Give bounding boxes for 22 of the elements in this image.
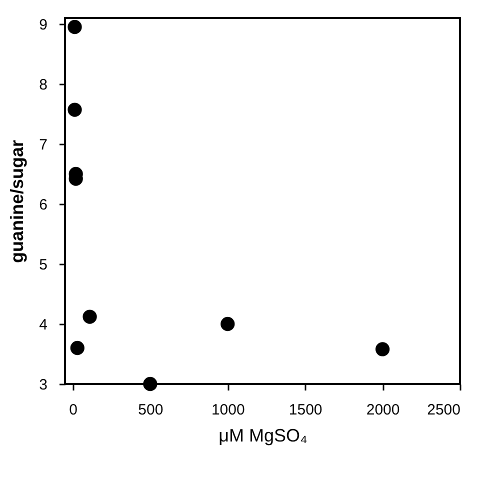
point (220, 316, 235, 332)
point (70, 340, 84, 356)
y-tick-label: 9 (39, 16, 48, 34)
point (82, 310, 97, 324)
y-tick-label: 5 (39, 256, 48, 274)
point (68, 102, 82, 117)
point (143, 376, 158, 392)
x-tick-label: 1000 (211, 402, 245, 418)
x-tick-label: 0 (69, 402, 78, 418)
x-tick-label: 500 (138, 402, 164, 418)
point (375, 342, 390, 356)
y-axis-title: guanine/sugar (7, 140, 28, 264)
y-tick-label: 8 (39, 76, 48, 94)
y-tick-label: 6 (39, 196, 48, 214)
y-tick-label: 3 (39, 376, 48, 394)
x-tick-label: 2500 (427, 402, 460, 418)
y-tick-label: 4 (39, 316, 48, 334)
x-tick-label: 1500 (288, 402, 322, 418)
x-axis-title: μM MgSO₄ (218, 426, 308, 446)
y-tick-label: 7 (39, 136, 48, 154)
point (68, 20, 82, 34)
x-tick-label: 2000 (366, 402, 400, 418)
